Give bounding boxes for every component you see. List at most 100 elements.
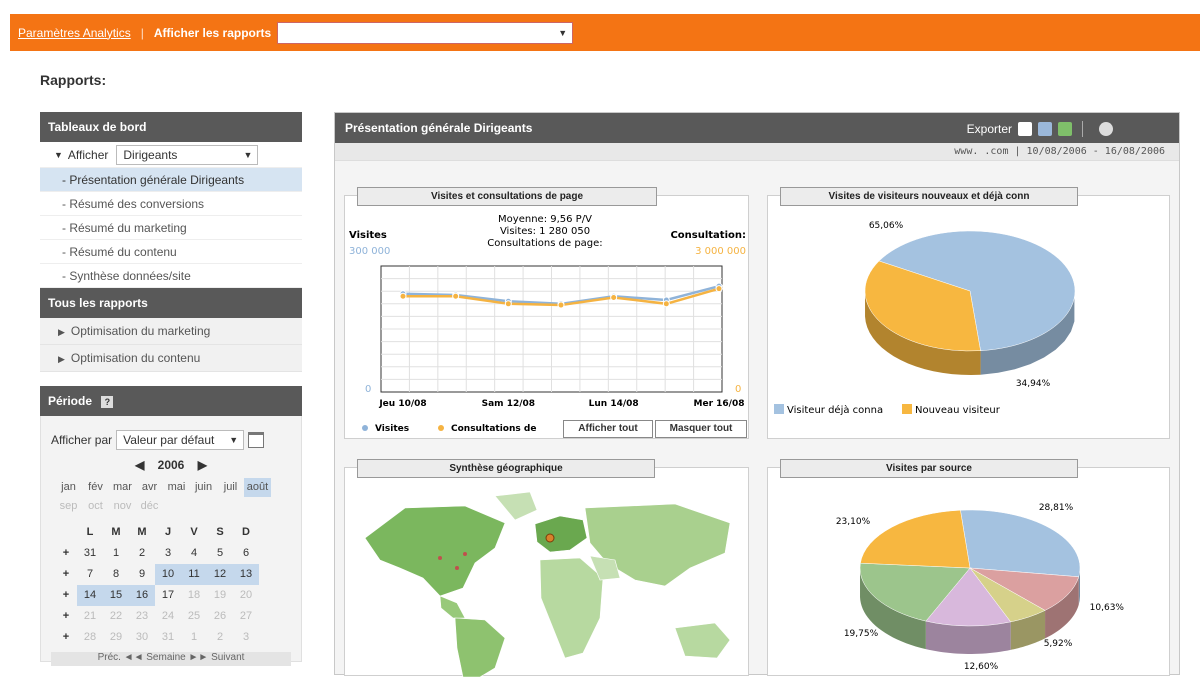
hotspot-marker: [455, 566, 459, 570]
month-cell[interactable]: mai: [167, 481, 186, 493]
month-cell[interactable]: nov: [113, 500, 132, 512]
sidebar-item-marketing-summary[interactable]: - Résumé du marketing: [40, 216, 302, 240]
legend-pages: Consultations de: [451, 424, 536, 434]
export-text-icon[interactable]: [1018, 122, 1032, 136]
calendar-icon[interactable]: [248, 432, 265, 448]
left-axis-zero: 0: [365, 384, 371, 395]
sidebar-item-label: Optimisation du contenu: [70, 351, 201, 365]
month-cell[interactable]: avr: [141, 481, 158, 493]
export-toolbar: Exporter: [967, 121, 1113, 137]
month-cell[interactable]: juil: [223, 481, 238, 493]
next-year-arrow-icon[interactable]: ▶: [197, 458, 207, 472]
day-cell[interactable]: 9: [138, 568, 146, 580]
pie-slice: [860, 509, 971, 569]
pie-slice: [864, 260, 981, 352]
calendar-footer-nav[interactable]: Préc. ◄◄ Semaine ►► Suivant: [51, 652, 291, 666]
sidebar-item-executive-overview[interactable]: - Présentation générale Dirigeants: [40, 168, 302, 192]
export-image-icon[interactable]: [1058, 122, 1072, 136]
select-week-button[interactable]: +: [62, 547, 70, 559]
left-sidebar: Tableaux de bord ▼ Afficher Dirigeants ▼…: [40, 112, 302, 666]
pie-slice-side: [860, 569, 926, 650]
day-cell[interactable]: 20: [239, 589, 253, 601]
pie-slice: [859, 562, 971, 622]
day-cell[interactable]: 13: [233, 564, 259, 585]
day-cell[interactable]: 25: [187, 610, 201, 622]
print-icon[interactable]: [1099, 122, 1113, 136]
day-cell[interactable]: 6: [242, 547, 250, 559]
select-week-button[interactable]: +: [62, 589, 70, 601]
day-cell[interactable]: 4: [190, 547, 198, 559]
day-cell[interactable]: 21: [83, 610, 97, 622]
day-cell[interactable]: 29: [109, 631, 123, 643]
day-cell[interactable]: 16: [129, 585, 155, 606]
day-cell[interactable]: 27: [239, 610, 253, 622]
day-cell[interactable]: 11: [181, 564, 207, 585]
visits-by-source-pie: 28,81% 10,63% 5,92% 12,60% 19,75% 23,10%: [836, 503, 1125, 672]
x-tick-label: Lun 14/08: [589, 399, 639, 409]
chevron-down-icon: ▼: [243, 149, 253, 160]
export-table-icon[interactable]: [1038, 122, 1052, 136]
day-cell[interactable]: 3: [242, 631, 250, 643]
hide-all-button[interactable]: Masquer tout: [655, 420, 747, 438]
day-cell[interactable]: 28: [83, 631, 97, 643]
day-cell[interactable]: 8: [112, 568, 120, 580]
month-cell[interactable]: oct: [88, 500, 103, 512]
analytics-settings-link[interactable]: Paramètres Analytics: [18, 25, 131, 40]
day-cell[interactable]: 30: [135, 631, 149, 643]
day-cell[interactable]: 17: [161, 589, 175, 601]
day-cell[interactable]: 1: [112, 547, 120, 559]
month-cell[interactable]: août: [244, 478, 271, 497]
day-cell[interactable]: 19: [213, 589, 227, 601]
day-cell[interactable]: 24: [161, 610, 175, 622]
middle-east-shape: [589, 555, 621, 581]
day-cell[interactable]: 15: [103, 585, 129, 606]
month-cell[interactable]: sep: [59, 500, 78, 512]
day-cell[interactable]: 26: [213, 610, 227, 622]
weekday-header: M: [111, 526, 121, 538]
day-cell[interactable]: 31: [83, 547, 97, 559]
month-cell[interactable]: jan: [61, 481, 76, 493]
day-cell[interactable]: 7: [86, 568, 94, 580]
prev-year-arrow-icon[interactable]: ◀: [135, 458, 145, 472]
day-cell[interactable]: 3: [164, 547, 172, 559]
view-by-select[interactable]: Valeur par défaut ▼: [116, 430, 245, 450]
sidebar-item-conversions-summary[interactable]: - Résumé des conversions: [40, 192, 302, 216]
sidebar-item-site-data-summary[interactable]: - Synthèse données/site: [40, 264, 302, 288]
show-all-button[interactable]: Afficher tout: [563, 420, 653, 438]
period-body: Afficher par Valeur par défaut ▼ ◀ 2006 …: [40, 416, 302, 666]
sidebar-item-marketing-optimization[interactable]: ▶ Optimisation du marketing: [40, 318, 302, 345]
day-cell[interactable]: 2: [138, 547, 146, 559]
pie-slice: [969, 567, 1080, 611]
sidebar-item-content-summary[interactable]: - Résumé du contenu: [40, 240, 302, 264]
select-week-button[interactable]: +: [62, 610, 70, 622]
select-week-button[interactable]: +: [62, 568, 70, 580]
day-cell[interactable]: 1: [190, 631, 198, 643]
day-cell[interactable]: 5: [216, 547, 224, 559]
weekday-header: V: [190, 526, 198, 538]
month-cell[interactable]: juin: [194, 481, 213, 493]
day-cell[interactable]: 22: [109, 610, 123, 622]
day-cell[interactable]: 12: [207, 564, 233, 585]
day-cell[interactable]: 31: [161, 631, 175, 643]
visits-pageviews-card: Visites et consultations de page Moyenne…: [344, 187, 749, 439]
day-cell[interactable]: 23: [135, 610, 149, 622]
month-cell[interactable]: fév: [88, 481, 103, 493]
select-week-button[interactable]: +: [62, 631, 70, 643]
day-cell[interactable]: 2: [216, 631, 224, 643]
help-icon[interactable]: ?: [101, 396, 114, 408]
series-point: [504, 300, 512, 308]
month-cell[interactable]: déc: [140, 500, 159, 512]
sidebar-item-content-optimization[interactable]: ▶ Optimisation du contenu: [40, 345, 302, 372]
dashboard-select[interactable]: Dirigeants ▼: [116, 144, 259, 165]
day-cell[interactable]: 18: [187, 589, 201, 601]
south-america-shape: [454, 617, 506, 677]
summary-visits: Visites: 1 280 050: [500, 226, 590, 237]
legend-dot-visits: [362, 425, 368, 431]
summary-average: Moyenne: 9,56 P/V: [498, 214, 592, 225]
month-cell[interactable]: mar: [113, 481, 132, 493]
day-cell[interactable]: 14: [77, 585, 103, 606]
reports-select[interactable]: ▼: [277, 21, 574, 44]
pie-data-label: 19,75%: [844, 629, 879, 639]
day-cell[interactable]: 10: [155, 564, 181, 585]
triangle-down-icon[interactable]: ▼: [54, 149, 63, 160]
